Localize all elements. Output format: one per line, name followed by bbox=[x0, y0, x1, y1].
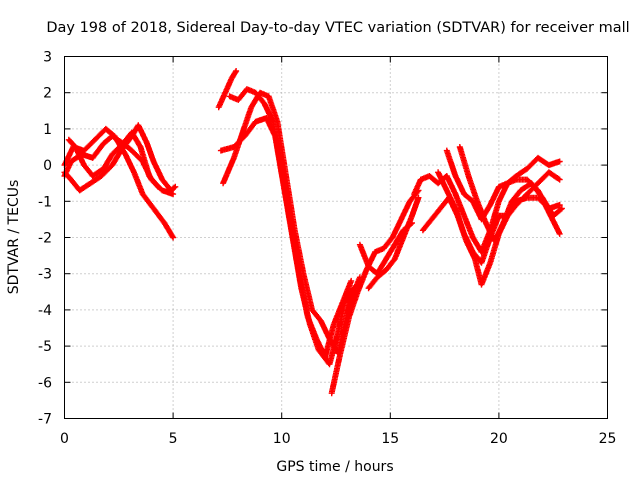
plus-markers-track-11 bbox=[365, 194, 422, 292]
y-tick-label: -3 bbox=[38, 267, 52, 283]
y-tick-label: -4 bbox=[38, 303, 52, 319]
x-tick-label: 0 bbox=[60, 431, 69, 447]
y-tick-label: -7 bbox=[38, 412, 52, 428]
y-tick-label: 2 bbox=[43, 86, 52, 102]
series-track-7 bbox=[226, 86, 355, 360]
y-tick-label: 1 bbox=[43, 122, 52, 138]
y-tick-label: -2 bbox=[38, 231, 52, 247]
series-track-5 bbox=[215, 68, 240, 111]
x-tick-label: 10 bbox=[273, 431, 291, 447]
series-track-2 bbox=[61, 125, 177, 241]
plus-markers-track-14 bbox=[435, 169, 563, 266]
plus-markers-track-7 bbox=[226, 86, 355, 360]
y-tick-label: -5 bbox=[38, 339, 52, 355]
data-points bbox=[61, 68, 565, 397]
y-tick-label: -1 bbox=[38, 194, 52, 210]
y-tick-label: 0 bbox=[43, 158, 52, 174]
x-tick-label: 15 bbox=[381, 431, 399, 447]
x-tick-label: 25 bbox=[599, 431, 617, 447]
plus-markers-track-9 bbox=[328, 187, 422, 397]
y-tick-label: -6 bbox=[38, 375, 52, 391]
chart-title: Day 198 of 2018, Sidereal Day-to-day VTE… bbox=[46, 20, 629, 36]
plus-markers-track-16 bbox=[456, 144, 565, 245]
plus-markers-track-4 bbox=[65, 129, 161, 190]
series-track-6 bbox=[217, 115, 357, 368]
x-tick-label: 5 bbox=[169, 431, 178, 447]
x-tick-labels: 0 5 10 15 20 25 bbox=[60, 431, 616, 447]
series-track-11 bbox=[365, 194, 422, 292]
plus-markers-track-2 bbox=[61, 125, 177, 241]
x-tick-label: 20 bbox=[490, 431, 508, 447]
y-tick-label: 3 bbox=[43, 50, 52, 66]
series-track-4 bbox=[65, 129, 161, 190]
series-track-16 bbox=[456, 144, 565, 245]
series-track-9 bbox=[328, 187, 422, 397]
plot-frame bbox=[64, 56, 608, 419]
y-tick-labels: -7 -6 -5 -4 -3 -2 -1 0 1 2 3 bbox=[38, 50, 52, 428]
x-axis-label: GPS time / hours bbox=[276, 459, 393, 475]
series-track-14 bbox=[435, 169, 563, 266]
plus-markers-track-6 bbox=[217, 115, 357, 368]
y-axis-label: SDTVAR / TECUs bbox=[6, 180, 22, 295]
plus-markers-track-5 bbox=[215, 68, 240, 111]
